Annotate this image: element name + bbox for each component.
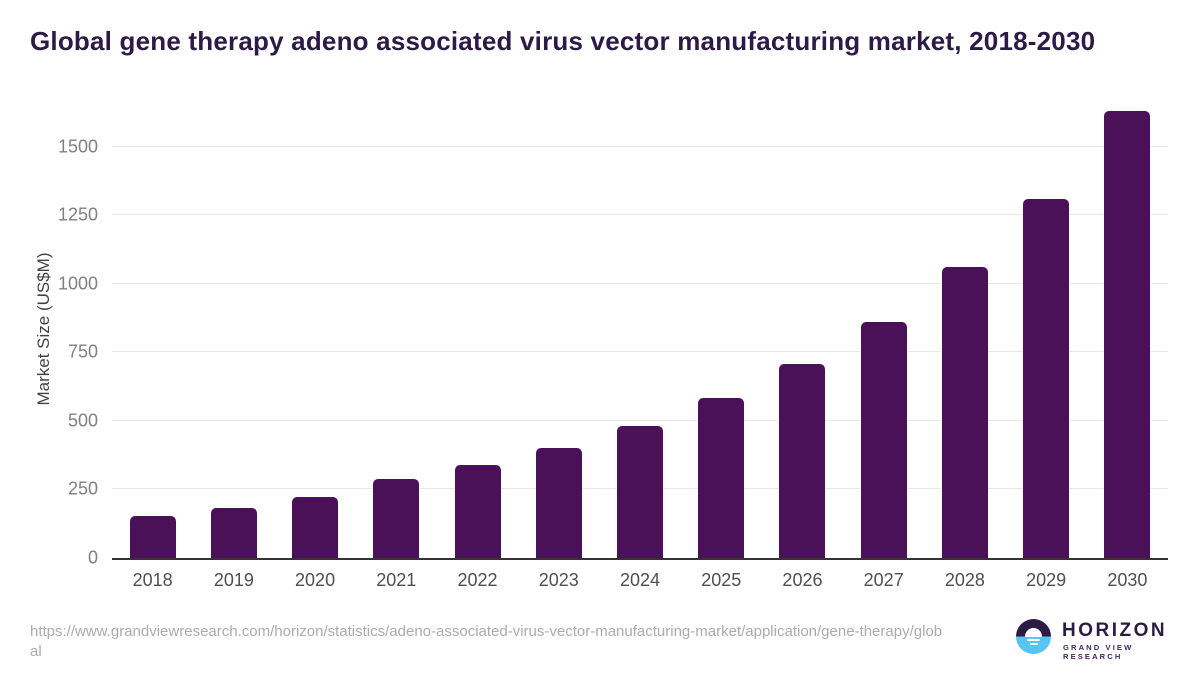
bar-2019[interactable] (210, 507, 257, 558)
bar-2018[interactable] (129, 516, 176, 558)
sun-ray-icon (1029, 643, 1038, 645)
bar-2030[interactable] (1104, 110, 1151, 558)
logo-subtitle: GRAND VIEW RESEARCH (1063, 643, 1134, 661)
y-axis-title: Market Size (US$M) (34, 252, 53, 406)
y-tick-label: 1500 (57, 136, 98, 157)
bar-2027[interactable] (860, 321, 907, 558)
horizon-logo-icon (1016, 619, 1051, 654)
grid-line (112, 214, 1168, 216)
sun-icon (1025, 628, 1042, 637)
x-tick-label: 2019 (213, 570, 254, 590)
y-tick-label: 500 (67, 410, 98, 431)
x-tick-label: 2022 (457, 570, 498, 590)
sun-ray-icon (1027, 639, 1040, 641)
x-tick-label: 2027 (863, 570, 904, 590)
x-tick-label: 2030 (1107, 570, 1148, 590)
bar-2029[interactable] (1023, 199, 1070, 558)
grid-line (112, 145, 1168, 147)
bar-2022[interactable] (454, 465, 501, 558)
page-title: Global gene therapy adeno associated vir… (30, 26, 1096, 56)
x-tick-label: 2018 (132, 570, 173, 590)
bar-2021[interactable] (373, 479, 420, 558)
logo-wordmark: HORIZON (1062, 620, 1168, 641)
source-url[interactable]: https://www.grandviewresearch.com/horizo… (30, 623, 943, 660)
y-tick-label: 750 (67, 341, 98, 362)
x-tick-label: 2028 (944, 570, 985, 590)
x-tick-label: 2023 (538, 570, 579, 590)
x-tick-label: 2024 (619, 570, 661, 590)
x-tick-label: 2026 (782, 570, 823, 590)
plot-area: 0 250 500 750 1000 1250 1500 2018 2019 2020 2021 20… (58, 100, 1168, 590)
x-tick-label: 2021 (376, 570, 417, 590)
bar-2023[interactable] (535, 448, 582, 558)
x-tick-label: 2025 (701, 570, 742, 590)
y-tick-label: 250 (67, 478, 98, 499)
bar-2020[interactable] (292, 496, 339, 558)
bar-2024[interactable] (617, 425, 663, 558)
x-tick-label: 2029 (1026, 570, 1067, 590)
grid-line (112, 282, 1168, 284)
grid-line (112, 351, 1168, 353)
bar-2028[interactable] (941, 267, 988, 558)
grid-line (112, 419, 1168, 421)
y-tick-label: 0 (87, 547, 98, 568)
x-tick-label: 2020 (295, 570, 336, 590)
bar-2026[interactable] (779, 363, 826, 558)
bar-2025[interactable] (698, 398, 745, 558)
y-tick-label: 1250 (57, 204, 98, 225)
y-tick-label: 1000 (57, 273, 98, 294)
horizon-logo: HORIZON GRAND VIEW RESEARCH (1016, 618, 1176, 661)
